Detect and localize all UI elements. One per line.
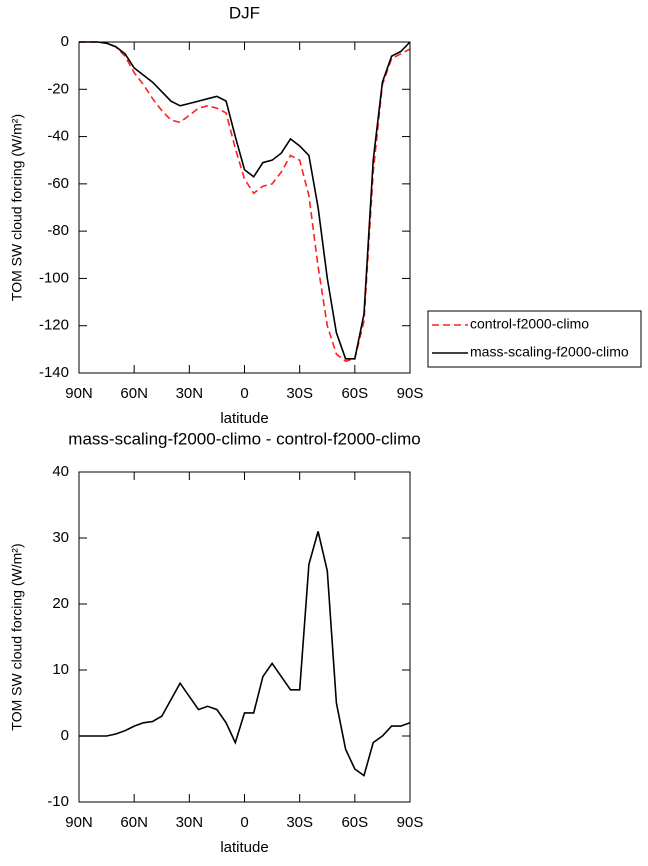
y-tick-label: 0 [61,33,69,50]
x-axis-label: latitude [220,410,268,427]
chart-title: DJF [229,3,260,22]
plot-frame [78,471,411,803]
y-tick-label: -20 [47,80,69,97]
y-tick-label: -10 [47,793,69,810]
x-tick-label: 90N [65,385,93,402]
series-line [79,41,411,360]
x-axis-label: latitude [220,839,268,856]
y-tick-label: -60 [47,175,69,192]
chart-title: mass-scaling-f2000-climo - control-f2000… [68,429,420,448]
series-line [79,41,411,363]
y-tick-label: -120 [39,317,69,334]
y-tick-label: 40 [52,463,69,480]
y-tick-label: 0 [61,727,69,744]
x-tick-label: 0 [240,385,248,402]
legend-label: control-f2000-climo [470,316,589,332]
x-tick-label: 90N [65,814,93,831]
y-tick-label: -100 [39,269,69,286]
series-line [79,531,411,777]
x-tick-label: 60S [341,385,368,402]
x-tick-label: 90S [397,814,424,831]
legend-label: mass-scaling-f2000-climo [470,344,629,360]
x-tick-label: 60N [120,814,148,831]
y-tick-label: -80 [47,222,69,239]
x-tick-label: 90S [397,385,424,402]
y-tick-label: -40 [47,128,69,145]
x-tick-label: 0 [240,814,248,831]
x-tick-label: 60N [120,385,148,402]
y-tick-label: 30 [52,529,69,546]
x-tick-label: 30N [176,814,204,831]
y-tick-label: -140 [39,364,69,381]
plot-frame [78,41,411,374]
y-tick-label: 10 [52,661,69,678]
y-tick-label: 20 [52,595,69,612]
legend-box [427,310,642,368]
x-tick-label: 30S [286,814,313,831]
x-tick-label: 30N [176,385,204,402]
y-axis-label: TOM SW cloud forcing (W/m²) [9,543,25,730]
y-axis-label: TOM SW cloud forcing (W/m²) [9,114,25,301]
x-tick-label: 30S [286,385,313,402]
x-tick-label: 60S [341,814,368,831]
